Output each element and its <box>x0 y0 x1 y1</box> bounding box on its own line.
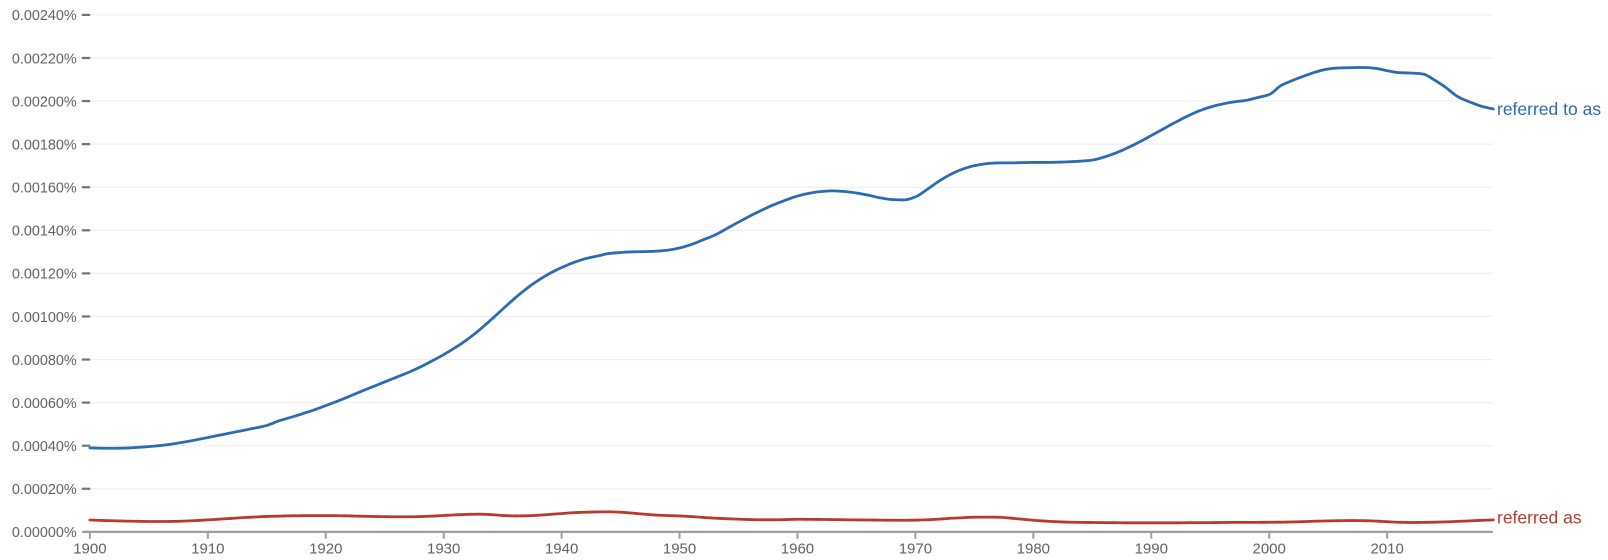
svg-text:2000: 2000 <box>1253 541 1286 558</box>
svg-text:referred as: referred as <box>1497 508 1582 528</box>
svg-text:1960: 1960 <box>781 541 814 558</box>
svg-text:2010: 2010 <box>1370 541 1403 558</box>
svg-text:0.00160%: 0.00160% <box>12 181 77 197</box>
svg-text:1970: 1970 <box>899 541 932 558</box>
svg-text:1950: 1950 <box>663 541 696 558</box>
svg-text:0.00040%: 0.00040% <box>12 439 77 455</box>
svg-text:1940: 1940 <box>545 541 578 558</box>
svg-text:1910: 1910 <box>191 541 224 558</box>
svg-text:0.00100%: 0.00100% <box>12 310 77 326</box>
svg-text:referred to as: referred to as <box>1497 99 1601 119</box>
svg-text:0.00140%: 0.00140% <box>12 224 77 240</box>
svg-text:1980: 1980 <box>1017 541 1050 558</box>
svg-text:0.00240%: 0.00240% <box>12 8 77 24</box>
svg-text:1900: 1900 <box>73 541 106 558</box>
svg-text:1920: 1920 <box>309 541 342 558</box>
svg-text:0.00200%: 0.00200% <box>12 94 77 110</box>
svg-text:0.00060%: 0.00060% <box>12 396 77 412</box>
svg-text:0.00080%: 0.00080% <box>12 353 77 369</box>
svg-text:0.00020%: 0.00020% <box>12 482 77 498</box>
svg-text:0.00180%: 0.00180% <box>12 137 77 153</box>
svg-text:0.00000%: 0.00000% <box>12 525 77 541</box>
svg-text:1930: 1930 <box>427 541 460 558</box>
svg-text:0.00220%: 0.00220% <box>12 51 77 67</box>
svg-text:1990: 1990 <box>1135 541 1168 558</box>
svg-text:0.00120%: 0.00120% <box>12 267 77 283</box>
